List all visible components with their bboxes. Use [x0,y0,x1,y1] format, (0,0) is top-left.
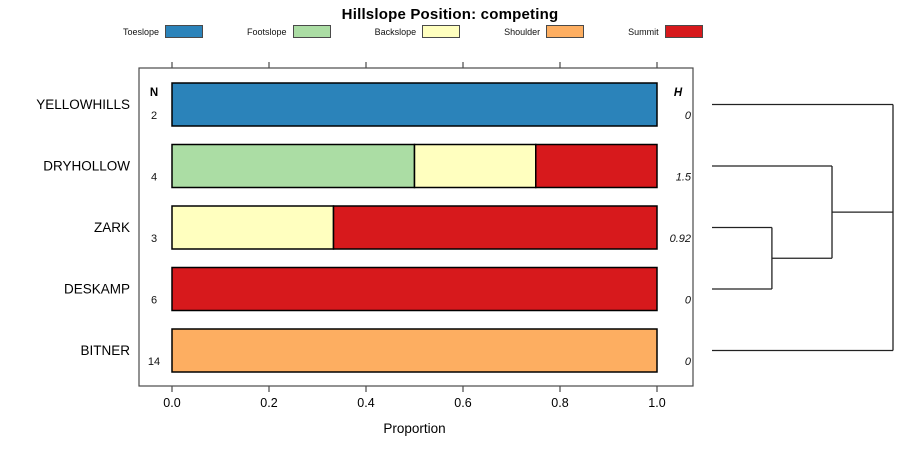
bar-segment-shoulder [171,328,658,373]
row-n-value: 2 [151,110,157,122]
legend-swatch-toeslope [165,25,204,38]
x-axis-title: Proportion [383,421,445,436]
x-axis-tick-label: 0.2 [260,396,277,410]
legend-item-toeslope: Toeslope [123,25,204,38]
plot-box [138,67,694,387]
bar-segment-toeslope [171,82,658,127]
row-h-value: 0 [685,110,692,122]
x-axis-tick-label: 0.0 [163,396,180,410]
legend-swatch-backslope [422,25,461,38]
bar-segment-backslope [413,143,537,189]
chart-title: Hillslope Position: competing [341,6,559,23]
row-h-value: 1.5 [676,172,692,184]
row-label: DRYHOLLOW [43,159,130,174]
legend: Toeslope Footslope Backslope Shoulder Summit [123,25,703,38]
legend-label: Toeslope [123,26,160,37]
row-n-value: 3 [151,233,157,245]
n-column-header: N [150,87,158,99]
row-label: ZARK [94,220,130,235]
legend-item-shoulder: Shoulder [504,25,585,38]
row-n-value: 14 [148,356,160,368]
x-axis-tick-label: 0.8 [551,396,568,410]
legend-swatch-shoulder [546,25,585,38]
legend-item-backslope: Backslope [375,25,461,38]
row-label: DESKAMP [64,282,130,297]
legend-item-summit: Summit [628,25,703,38]
bar-segment-backslope [171,205,335,250]
x-axis-tick-label: 1.0 [648,396,665,410]
legend-item-footslope: Footslope [247,25,331,38]
row-label: YELLOWHILLS [36,97,130,112]
legend-label: Shoulder [504,26,541,37]
row-h-value: 0.92 [670,233,691,245]
x-axis-tick-label: 0.4 [357,396,374,410]
legend-swatch-footslope [292,25,331,38]
row-n-value: 6 [151,295,157,307]
row-label: BITNER [80,343,130,358]
bar-segment-summit [171,266,658,312]
row-n-value: 4 [151,172,157,184]
h-column-header: H [674,87,683,99]
legend-label: Summit [628,26,659,37]
row-h-value: 0 [685,356,692,368]
legend-label: Backslope [374,26,417,37]
row-h-value: 0 [685,295,692,307]
bar-segment-summit [332,205,658,250]
x-axis-tick-label: 0.6 [454,396,471,410]
bar-segment-footslope [171,143,416,189]
legend-label: Footslope [247,26,287,37]
bar-segment-summit [535,143,658,189]
legend-swatch-summit [664,25,703,38]
